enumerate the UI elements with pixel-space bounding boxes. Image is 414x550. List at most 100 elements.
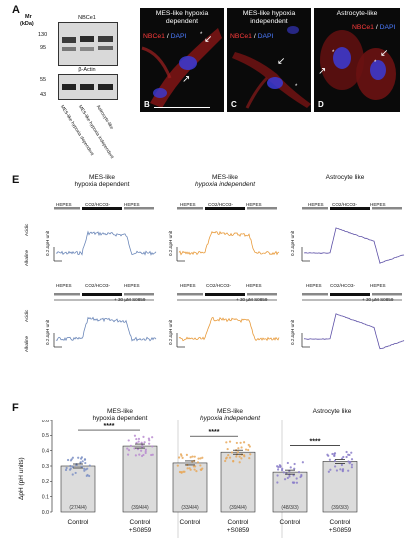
panel-letter-b: B (144, 100, 150, 109)
ph-trace-line (303, 313, 405, 350)
lane-label-1: MES-like hypoxia dependent (59, 104, 95, 157)
data-point (224, 459, 227, 463)
data-point (176, 464, 179, 467)
data-point (193, 455, 196, 458)
data-point (201, 456, 204, 459)
mw-130: 130 (38, 32, 48, 38)
legend-sep: / (253, 33, 256, 40)
band (62, 37, 76, 43)
panel-letter-a: A (12, 4, 20, 16)
hepes-bar (372, 293, 402, 296)
data-point (83, 469, 86, 472)
mr-label: Mr (25, 14, 32, 20)
data-point (180, 454, 183, 457)
f-group-title-3: Astrocyte like (282, 408, 382, 415)
hepes-bar (372, 207, 402, 210)
data-point (182, 470, 185, 473)
data-point (64, 468, 68, 472)
inhibitor-label: + 30 µM S0859 (236, 297, 268, 302)
data-point (300, 473, 303, 477)
co2-bar (205, 207, 245, 210)
data-point (137, 437, 141, 440)
data-point (334, 465, 337, 468)
data-point (333, 452, 336, 456)
data-point (345, 450, 348, 454)
data-point (151, 436, 154, 439)
ph-traces (53, 207, 405, 350)
data-point (127, 439, 130, 442)
n-label: (27/4/4) (69, 505, 87, 511)
data-point (240, 457, 243, 460)
data-point (278, 464, 281, 467)
n-label: (33/4/4) (181, 505, 199, 511)
data-point (350, 451, 353, 454)
data-point (235, 455, 238, 458)
panel-letter-e: E (12, 174, 20, 186)
hepes-bar (247, 293, 277, 296)
data-point (147, 437, 151, 440)
co2-bar (205, 293, 245, 296)
title-line: hypoxia independent (195, 181, 255, 188)
data-point (247, 443, 250, 447)
data-point (350, 463, 354, 466)
data-point (224, 457, 228, 460)
data-point (345, 455, 348, 459)
inhibitor-label: + 30 µM S0859 (114, 297, 146, 302)
data-point (350, 466, 353, 469)
data-point (276, 481, 279, 484)
cond-hepes: HEPES (56, 202, 72, 207)
alkaline-label: Alkaline (24, 249, 29, 266)
data-point (238, 461, 241, 464)
f-group-title-1: MES-like hypoxia dependent (70, 408, 170, 422)
cond-hepes: HEPES (124, 202, 140, 207)
e-col-title-1: MES-like hypoxia dependent (52, 174, 152, 188)
title-line: hypoxia dependent (92, 415, 148, 422)
cond-hepes: HEPES (246, 283, 262, 288)
band (98, 84, 113, 90)
data-point (83, 458, 87, 461)
bar (322, 461, 358, 513)
e-col-title-2: MES-like hypoxia independent (175, 174, 275, 188)
data-point (293, 462, 296, 466)
data-point (240, 453, 243, 456)
cell-image-b: ↙ ↗ * (141, 28, 222, 108)
micro-legend-d: NBCe1 / DAPI (352, 24, 395, 31)
significance-label: **** (104, 423, 115, 430)
data-point (299, 475, 302, 479)
data-point (79, 457, 83, 460)
cond-hepes: HEPES (56, 283, 72, 288)
scale-label: 0.2 ΔpH unit (45, 230, 50, 256)
hepes-bar (302, 207, 328, 210)
bar (122, 445, 158, 513)
band (62, 47, 76, 51)
inhibitor-bar (177, 299, 277, 301)
data-point (349, 460, 352, 464)
significance-label: **** (310, 438, 321, 445)
scale-bar (154, 106, 210, 108)
legend-sep: / (375, 24, 378, 31)
y-tick-label: 0.0 (42, 510, 49, 516)
data-point (333, 454, 336, 457)
data-point (71, 473, 74, 476)
data-point (126, 447, 129, 450)
cell-image-d: ↗ ↙ * * (318, 30, 396, 100)
cond-hepes: HEPES (124, 283, 140, 288)
micro-title-b: MES-like hypoxia dependent (155, 10, 209, 25)
data-point (292, 474, 295, 477)
data-point (335, 469, 339, 472)
data-point (137, 440, 140, 443)
data-point (350, 458, 354, 461)
data-point (127, 449, 131, 452)
x-label: Control (280, 519, 302, 526)
inhibitor-label: + 30 µM S0859 (362, 297, 394, 302)
cond-hepes: HEPES (306, 283, 322, 288)
band (80, 36, 94, 42)
data-point (144, 451, 147, 455)
data-point (138, 453, 141, 456)
data-point (80, 465, 83, 468)
bar (220, 451, 256, 513)
hepes-bar (54, 293, 80, 296)
micro-legend-c: NBCe1 / DAPI (230, 33, 273, 40)
y-tick-label: 0.1 (42, 494, 49, 500)
data-point (239, 441, 242, 444)
